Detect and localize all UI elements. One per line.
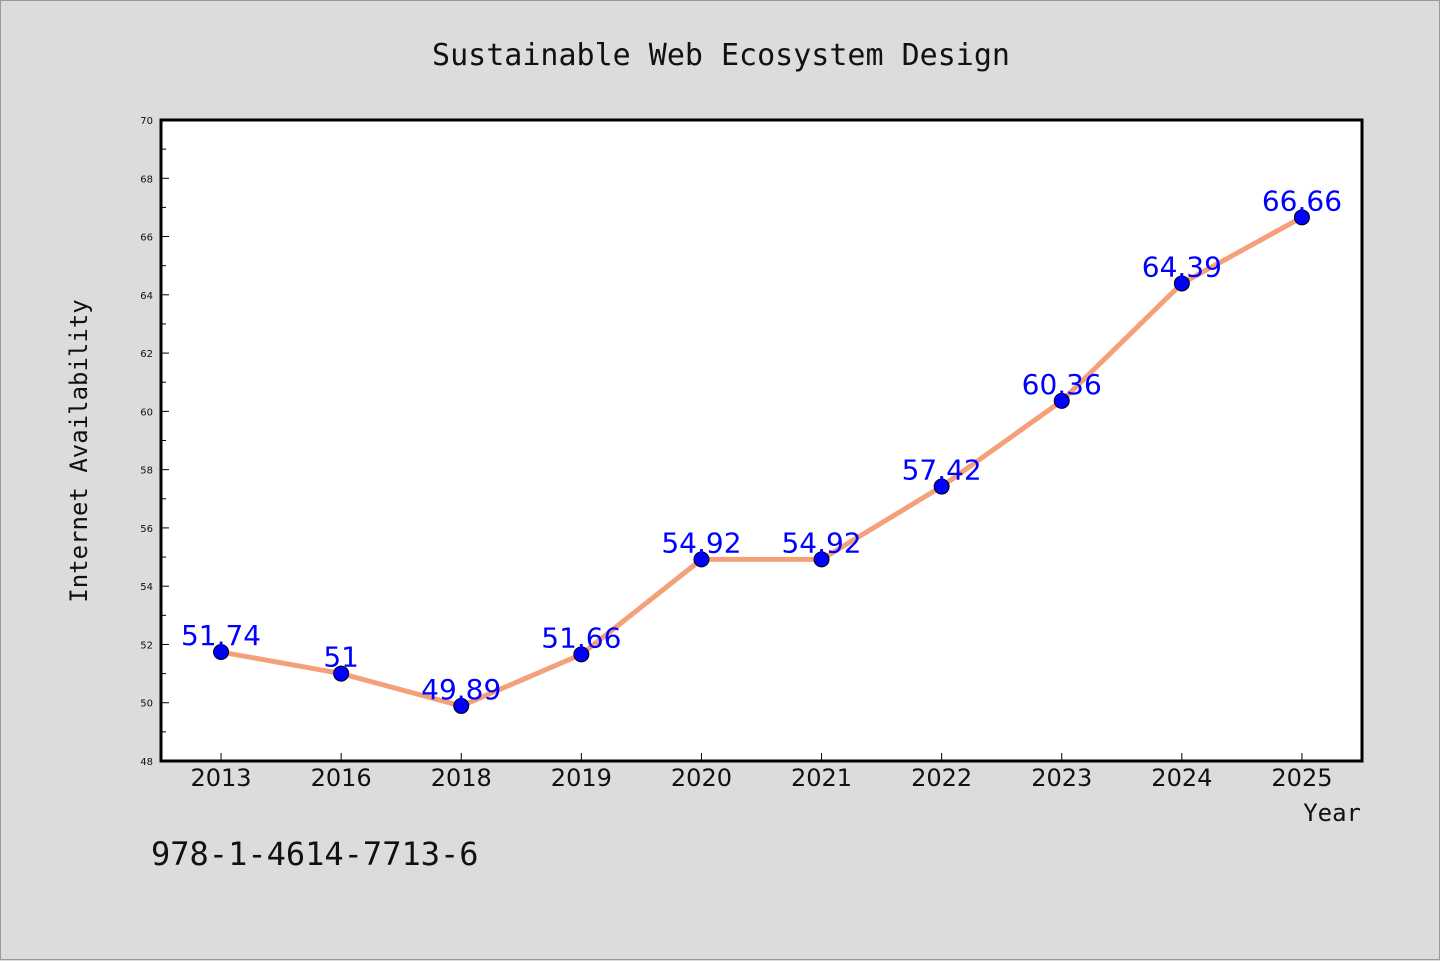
x-tick-label: 2018 — [431, 764, 492, 792]
x-tick-label: 2021 — [791, 764, 852, 792]
x-tick-label: 2023 — [1031, 764, 1092, 792]
x-tick-label: 2013 — [191, 764, 252, 792]
data-label: 51.74 — [181, 619, 261, 652]
x-tick-label: 2025 — [1271, 764, 1332, 792]
x-axis-label: Year — [1303, 799, 1361, 827]
x-tick-label: 2020 — [671, 764, 732, 792]
data-point — [693, 551, 710, 568]
data-point — [933, 478, 950, 495]
y-tick-label: 54 — [140, 582, 153, 593]
data-point — [333, 665, 350, 682]
y-axis-label: Internet Availability — [65, 299, 93, 602]
data-point — [813, 551, 830, 568]
x-tick-label: 2019 — [551, 764, 612, 792]
footer-code: 978-1-4614-7713-6 — [151, 835, 479, 873]
y-tick-label: 60 — [140, 407, 153, 418]
data-point — [213, 644, 230, 661]
y-tick-label: 66 — [140, 233, 153, 244]
data-label: 66.66 — [1262, 184, 1342, 217]
y-tick-label: 62 — [140, 349, 153, 360]
x-axis: 2013 2016 2018 2019 2020 2021 2022 2023 2024 2025 — [191, 753, 1332, 792]
y-tick-label: 50 — [140, 699, 153, 710]
data-label: 49.89 — [421, 673, 501, 706]
data-label: 60.36 — [1022, 368, 1102, 401]
x-tick-label: 2022 — [911, 764, 972, 792]
y-tick-label: 58 — [140, 466, 153, 477]
data-label: 51.66 — [541, 621, 621, 654]
y-tick-label: 48 — [140, 757, 153, 768]
data-label: 64.39 — [1142, 250, 1222, 283]
series-group: 51.74 51 49.89 51.66 54.92 54.92 57.42 60.36 64.… — [181, 184, 1342, 714]
data-point — [573, 646, 590, 663]
data-label: 51 — [323, 641, 359, 674]
x-tick-label: 2024 — [1151, 764, 1212, 792]
x-tick-label: 2016 — [311, 764, 372, 792]
data-point — [1053, 392, 1070, 409]
y-tick-label: 70 — [140, 116, 153, 127]
data-label: 54.92 — [781, 526, 861, 559]
y-tick-label: 56 — [140, 524, 153, 535]
data-point — [453, 697, 470, 714]
y-tick-label: 68 — [140, 174, 153, 185]
chart-title: Sustainable Web Ecosystem Design — [432, 38, 1010, 73]
y-axis: 48 50 52 54 56 58 60 62 64 66 68 70 — [140, 116, 169, 768]
data-label: 57.42 — [902, 454, 982, 487]
data-label: 54.92 — [661, 526, 741, 559]
plot-area — [159, 118, 1364, 763]
y-tick-label: 64 — [140, 291, 153, 302]
data-point — [1293, 209, 1310, 226]
y-tick-label: 52 — [140, 640, 153, 651]
data-point — [1173, 275, 1190, 292]
series-line — [218, 214, 1305, 709]
